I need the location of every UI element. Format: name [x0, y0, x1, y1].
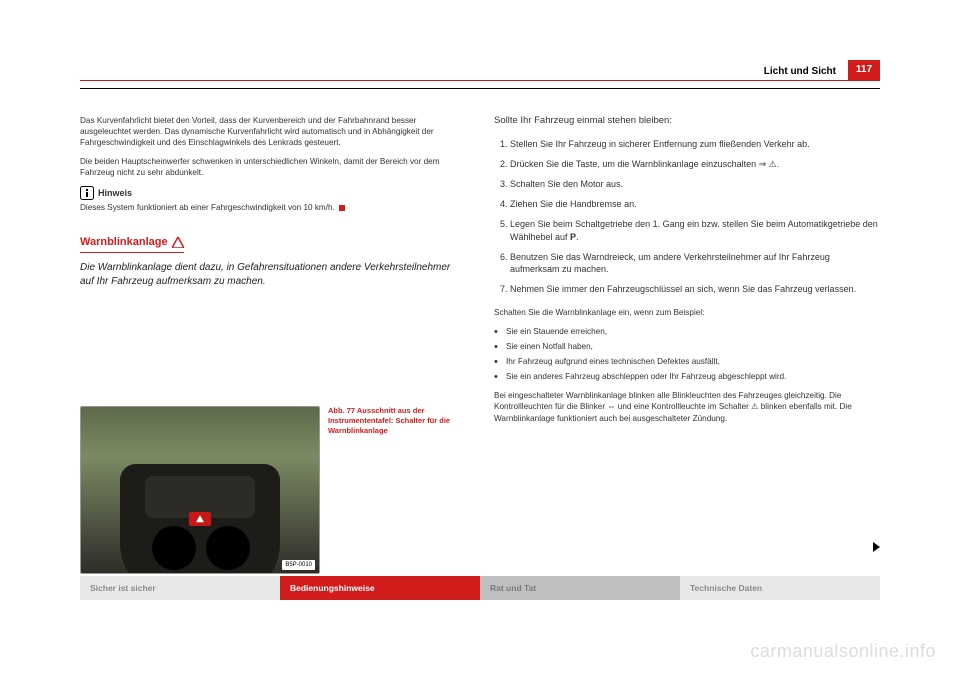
step-text-prefix: Legen Sie beim Schaltgetriebe den 1. Gan… — [510, 219, 878, 241]
content-columns: Das Kurvenfahrlicht bietet den Vorteil, … — [80, 115, 880, 574]
figure-cupholder — [152, 526, 196, 570]
footer-tab[interactable]: Technische Daten — [680, 576, 880, 600]
figure-cupholder — [206, 526, 250, 570]
bullet-item: Sie einen Notfall haben, — [494, 341, 880, 352]
body-paragraph: Die beiden Hauptscheinwerfer schwenken i… — [80, 156, 466, 178]
body-paragraph: Bei eingeschalteter Warnblinkanlage blin… — [494, 390, 880, 423]
instruction-steps: Stellen Sie Ihr Fahrzeug in sicherer Ent… — [494, 138, 880, 295]
step-item: Ziehen Sie die Handbremse an. — [510, 198, 880, 210]
right-column: Sollte Ihr Fahrzeug einmal stehen bleibe… — [494, 115, 880, 574]
note-heading: Hinweis — [80, 186, 466, 200]
footer-tab[interactable]: Sicher ist sicher — [80, 576, 280, 600]
left-column: Das Kurvenfahrlicht bietet den Vorteil, … — [80, 115, 466, 574]
section-end-icon — [339, 205, 345, 211]
body-paragraph: Das Kurvenfahrlicht bietet den Vorteil, … — [80, 115, 466, 148]
footer-tab[interactable]: Bedienungshinweise — [280, 576, 480, 600]
figure-block: B5P-0010 Abb. 77 Ausschnitt aus der Inst… — [80, 406, 466, 574]
footer-tab[interactable]: Rat und Tat — [480, 576, 680, 600]
manual-page: Licht und Sicht 117 Das Kurvenfahrlicht … — [80, 60, 880, 600]
hazard-icon — [172, 237, 184, 248]
header-rule — [80, 80, 880, 81]
section-name: Licht und Sicht — [764, 66, 836, 77]
continued-icon — [873, 542, 880, 552]
step-item: Legen Sie beim Schaltgetriebe den 1. Gan… — [510, 218, 880, 242]
step-item: Drücken Sie die Taste, um die Warnblinka… — [510, 158, 880, 170]
watermark: carmanualsonline.info — [750, 641, 936, 662]
figure-image: B5P-0010 — [80, 406, 320, 574]
footer-tabs: Sicher ist sicher Bedienungshinweise Rat… — [80, 576, 880, 600]
figure-console — [120, 464, 280, 575]
section-title: Warnblinkanlage — [80, 235, 466, 253]
bullet-item: Sie ein Stauende erreichen, — [494, 326, 880, 337]
figure-hazard-button — [189, 512, 211, 526]
section-title-text: Warnblinkanlage — [80, 235, 168, 250]
bullet-list: Sie ein Stauende erreichen, Sie einen No… — [494, 326, 880, 382]
instruction-lead: Sollte Ihr Fahrzeug einmal stehen bleibe… — [494, 115, 880, 128]
bullet-item: Sie ein anderes Fahrzeug abschleppen ode… — [494, 371, 880, 382]
step-item: Benutzen Sie das Warndreieck, um andere … — [510, 251, 880, 275]
info-icon — [80, 186, 94, 200]
step-item: Schalten Sie den Motor aus. — [510, 178, 880, 190]
page-number-badge: 117 — [848, 60, 880, 80]
step-item: Nehmen Sie immer den Fahrzeugschlüssel a… — [510, 283, 880, 295]
figure-caption: Abb. 77 Ausschnitt aus der Instrumentent… — [328, 406, 458, 435]
figure-id: B5P-0010 — [282, 560, 315, 570]
page-header: Licht und Sicht 117 — [80, 60, 880, 89]
section-intro: Die Warnblinkanlage dient dazu, in Gefah… — [80, 261, 466, 288]
step-item: Stellen Sie Ihr Fahrzeug in sicherer Ent… — [510, 138, 880, 150]
body-paragraph: Schalten Sie die Warnblinkanlage ein, we… — [494, 307, 880, 318]
note-label: Hinweis — [98, 187, 132, 199]
bullet-item: Ihr Fahrzeug aufgrund eines technischen … — [494, 356, 880, 367]
note-text-content: Dieses System funktioniert ab einer Fahr… — [80, 203, 335, 212]
note-text: Dieses System funktioniert ab einer Fahr… — [80, 202, 466, 213]
